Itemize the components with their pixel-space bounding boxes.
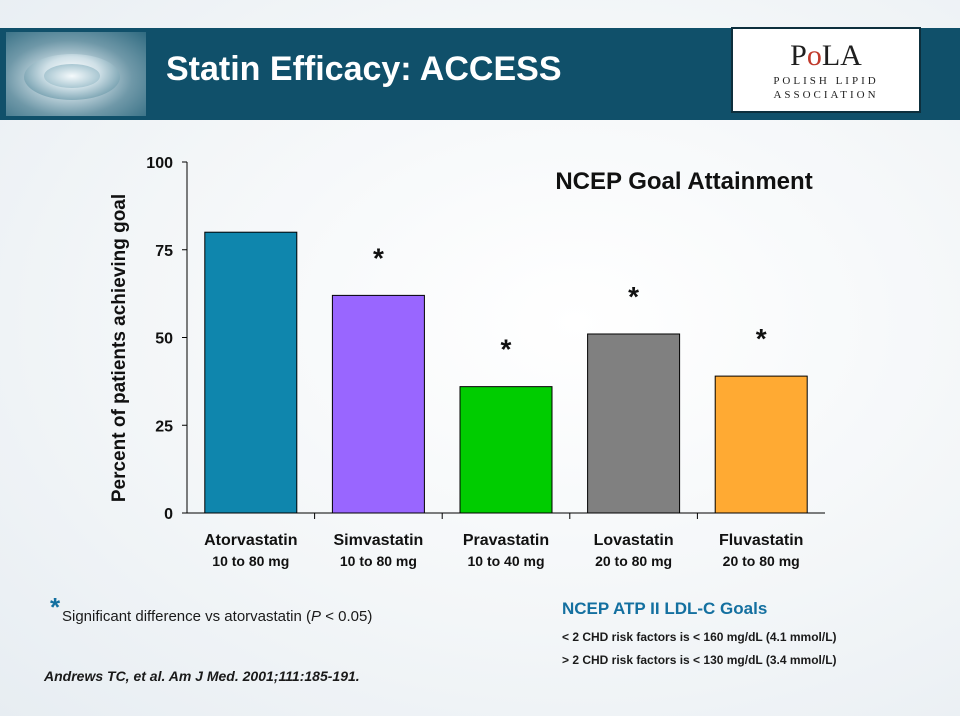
goal-line-1: < 2 CHD risk factors is < 160 mg/dL (4.1… [562,630,837,644]
goals-title: NCEP ATP II LDL-C Goals [562,599,768,618]
category-label: Pravastatin [463,532,549,549]
bar-atorvastatin [204,231,298,514]
dose-label: 20 to 80 mg [595,553,672,569]
y-tick-label: 100 [146,155,173,172]
bar-lovastatin [587,333,681,514]
y-tick-label: 50 [155,331,173,348]
bar-simvastatin [331,294,425,514]
logo-text-line2: ASSOCIATION [773,89,879,101]
footnote-text-suffix: < 0.05) [321,608,373,625]
logo-mark: PoLA [790,39,862,72]
y-tick-label: 0 [164,506,173,523]
footnote-text-italic: P [311,608,322,625]
bar-pravastatin [459,386,553,514]
dose-label: 10 to 40 mg [467,553,544,569]
slide-title: Statin Efficacy: ACCESS [166,50,562,88]
lens-ring-inner [44,64,100,88]
lens-image [6,32,146,116]
y-tick-label: 25 [155,418,173,435]
dose-label: 20 to 80 mg [723,553,800,569]
significance-marker: * [373,242,384,273]
goal-line-2: > 2 CHD risk factors is < 130 mg/dL (3.4… [562,653,837,667]
category-label: Fluvastatin [719,532,803,549]
footnote-text-prefix: Significant difference vs atorvastatin ( [62,608,312,625]
footnote-significance: Significant difference vs atorvastatin (… [62,608,372,625]
pola-logo: PoLA POLISH LIPID ASSOCIATION [731,27,921,113]
chart-title: NCEP Goal Attainment [555,168,812,195]
significance-marker: * [628,281,639,312]
dose-label: 10 to 80 mg [340,553,417,569]
category-label: Lovastatin [594,532,674,549]
y-tick-label: 75 [155,243,173,260]
bar-fluvastatin [714,375,808,514]
category-label: Atorvastatin [204,532,297,549]
significance-marker: * [501,334,512,365]
significance-marker: * [756,323,767,354]
dose-label: 10 to 80 mg [212,553,289,569]
footnote-asterisk: * [50,592,61,622]
category-label: Simvastatin [333,532,423,549]
y-axis-title: Percent of patients achieving goal [109,194,130,502]
reference-citation: Andrews TC, et al. Am J Med. 2001;111:18… [44,668,360,684]
logo-text-line1: POLISH LIPID [773,75,879,87]
